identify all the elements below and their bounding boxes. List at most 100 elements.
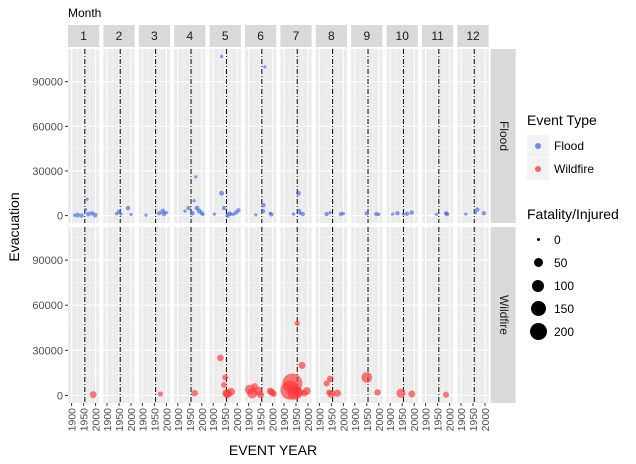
data-point-wildfire [396,388,406,398]
data-point-flood [183,209,187,213]
x-tick-label: 2000 [91,408,103,432]
x-tick-label: 1950 [326,408,338,432]
y-tick-label: 60000 [32,300,63,312]
x-tick-label: 2000 [445,408,457,432]
y-tick-label: 90000 [32,77,63,89]
x-tick-label: 1900 [67,408,79,432]
data-point-wildfire [294,320,300,326]
x-tick-label: 1900 [279,408,291,432]
data-point-wildfire [191,389,198,397]
data-point-wildfire [217,354,224,362]
size-legend: Fatality/Injured 0 50 100 150 200 [527,206,619,343]
x-tick-label: 1950 [468,408,480,432]
data-point-flood [225,213,230,218]
data-point-wildfire [257,391,265,399]
data-point-flood [341,211,345,215]
data-point-wildfire [221,382,227,388]
data-point-flood [79,213,84,218]
data-point-flood [261,202,266,208]
x-tick-label: 1950 [362,408,374,432]
x-tick-label: 2000 [126,408,138,432]
data-point-flood [445,211,450,217]
data-point-flood [328,210,332,215]
data-point-wildfire [298,361,306,369]
x-tick-label: 2000 [161,408,173,432]
y-tick-label: 30000 [32,345,63,357]
month-strip [386,25,418,47]
month-strip-label: 12 [466,29,480,43]
size-label-200: 200 [554,324,575,339]
data-point-wildfire [89,391,97,399]
x-axis-label: EVENT YEAR [229,442,317,458]
event-type-strip [490,227,516,403]
data-point-flood [85,211,91,217]
size-item-100: 100 [527,274,619,297]
y-axes: 0 30000 60000 90000 0 30000 60000 90000 [32,77,68,402]
event-type-strip [490,49,516,223]
size-label-100: 100 [554,278,575,293]
data-point-flood [475,207,480,212]
month-strip-label: 2 [116,29,123,43]
data-point-flood [254,213,258,217]
month-strip [457,25,489,47]
data-point-flood [157,211,162,216]
month-strip-label: 1 [80,29,87,43]
month-strip [315,25,347,47]
month-strip [138,25,170,47]
y-tick-label: 90000 [32,255,63,267]
month-strip-label: 9 [363,29,370,43]
data-point-flood [324,211,329,217]
month-strip-label: 7 [293,29,300,43]
x-tick-label: 1950 [114,408,126,432]
data-point-flood [268,211,272,215]
data-point-wildfire [251,383,258,390]
data-point-wildfire [227,387,236,396]
month-strip [174,25,206,47]
data-point-flood [201,212,205,216]
data-point-flood [194,175,198,179]
month-strip [422,25,454,47]
x-tick-label: 1900 [208,408,220,432]
month-strip [245,25,277,47]
data-point-flood [236,208,241,213]
y-tick-label: 30000 [32,166,63,178]
legend-label-wildfire: Wildfire [554,161,595,176]
data-point-flood [220,54,224,59]
x-tick-label: 1900 [385,408,397,432]
month-strip-label: 4 [186,29,193,43]
legend-label-flood: Flood [554,138,585,153]
month-strip-label: 5 [222,29,229,43]
x-tick-label: 1900 [350,408,362,432]
data-point-flood [404,211,410,216]
x-tick-label: 2000 [303,408,315,432]
data-point-flood [186,205,191,211]
data-point-wildfire [374,389,381,396]
data-point-flood [129,212,133,216]
event-type-strips: Flood Wildfire [490,49,516,403]
size-dot-0-icon [527,229,549,251]
data-point-flood [229,212,233,216]
data-point-flood [144,213,148,217]
month-strip [209,25,241,47]
data-point-wildfire [301,389,308,397]
data-point-flood [464,212,468,216]
data-point-flood [83,208,88,212]
x-tick-label: 1950 [220,408,232,432]
color-legend: Event Type Flood Wildfire [527,112,597,180]
data-point-wildfire [442,391,450,398]
data-point-flood [232,212,236,216]
size-dot-150-icon [527,298,549,320]
x-tick-label: 1900 [456,408,468,432]
data-point-flood [192,199,196,203]
x-tick-label: 2000 [197,408,209,432]
data-point-flood [395,211,400,216]
data-point-wildfire [408,390,416,398]
size-dot-200-icon [527,321,549,343]
x-axis: 1900 1950 2000 1900 1950 2000 1900 1950 2000 1900… [67,403,492,431]
month-strip [280,25,312,47]
x-tick-label: 2000 [374,408,386,432]
x-tick-label: 1950 [185,408,197,432]
size-label-0: 0 [554,232,561,247]
size-label-50: 50 [554,255,568,270]
x-tick-label: 2000 [409,408,421,432]
